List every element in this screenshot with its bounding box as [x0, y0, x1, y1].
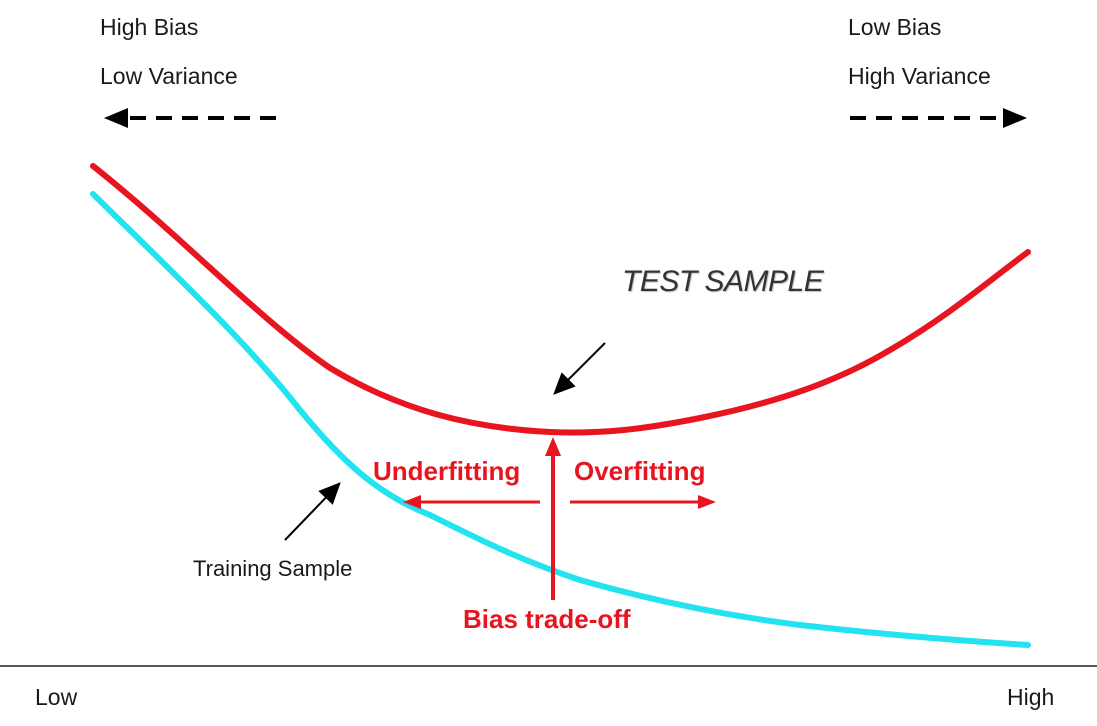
tradeoff-vertical-arrow [545, 437, 561, 600]
axis-low-label: Low [35, 684, 78, 710]
underfitting-arrow [403, 495, 540, 509]
axis-high-label: High [1007, 684, 1055, 710]
left-dashed-arrow [104, 108, 276, 128]
high-variance-label: High Variance [848, 63, 991, 89]
overfitting-label: Overfitting [574, 456, 706, 486]
underfitting-label: Underfitting [373, 456, 521, 486]
training-sample-curve [90, 191, 1031, 648]
high-bias-label: High Bias [100, 14, 199, 40]
training-sample-pointer-arrow [284, 482, 341, 541]
bias-tradeoff-label: Bias trade-off [463, 604, 631, 634]
right-dashed-arrow [850, 108, 1027, 128]
low-bias-label: Low Bias [848, 14, 942, 40]
test-sample-pointer-arrow [553, 342, 606, 395]
overfitting-arrow [570, 495, 716, 509]
training-sample-label: Training Sample [193, 556, 353, 581]
test-sample-curve [90, 163, 1031, 436]
low-variance-label: Low Variance [100, 63, 238, 89]
test-sample-label: TEST SAMPLE [622, 265, 824, 298]
